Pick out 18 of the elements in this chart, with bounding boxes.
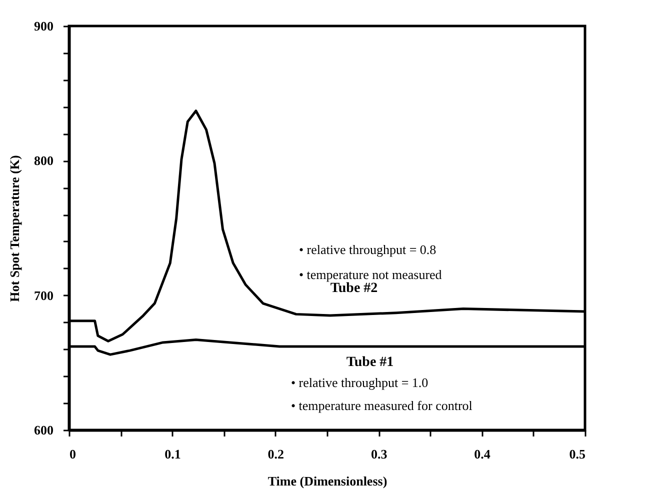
x-axis-title: Time (Dimensionless) (268, 474, 388, 488)
series-label: Tube #2 (330, 281, 378, 296)
y-tick-label: 700 (34, 288, 54, 303)
x-tick-label: 0.4 (474, 446, 491, 462)
annotation: • relative throughput = 0.8 (299, 242, 436, 257)
series-label: Tube #1 (346, 355, 394, 370)
y-tick-label: 900 (34, 18, 54, 34)
x-tick-label: 0.3 (370, 446, 388, 462)
y-axis-title: Hot Spot Temperature (K) (7, 155, 22, 302)
annotation: • relative throughput = 1.0 (291, 375, 428, 390)
x-tick-label: 0 (70, 446, 76, 462)
y-tick-label: 800 (34, 153, 54, 168)
annotation: • temperature not measured (299, 267, 442, 282)
x-tick-label: 0.2 (268, 446, 284, 462)
y-tick-label: 600 (34, 422, 54, 438)
x-tick-label: 0.5 (569, 446, 586, 462)
x-tick-label: 0.1 (164, 446, 181, 462)
annotation: • temperature measured for control (291, 398, 473, 413)
